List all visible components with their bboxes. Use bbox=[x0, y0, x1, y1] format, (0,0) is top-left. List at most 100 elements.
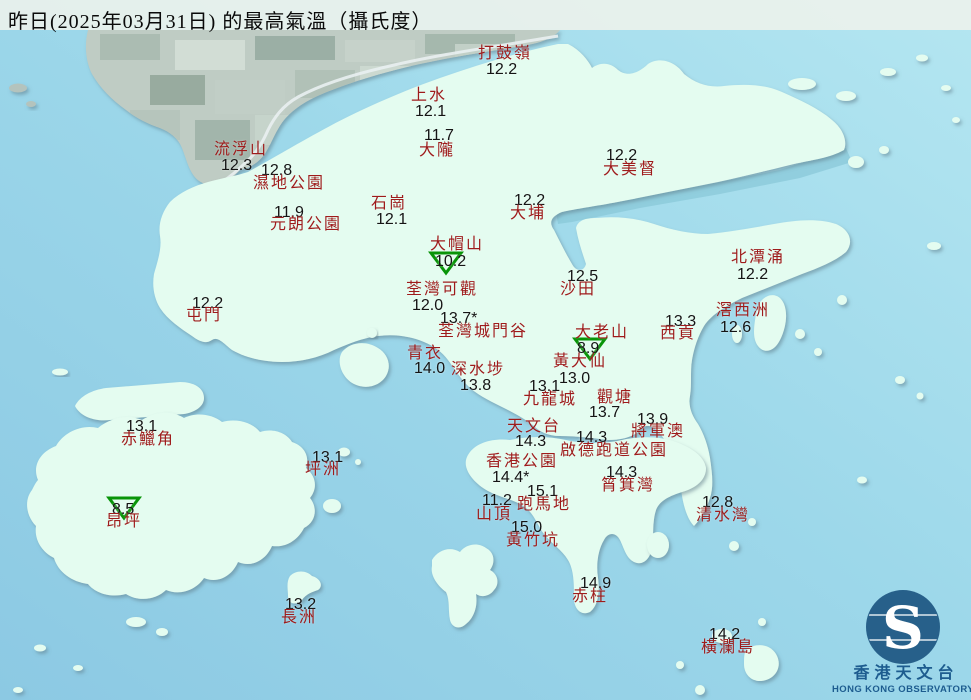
station-value: 12.8 bbox=[702, 494, 734, 511]
station-value: 15.1 bbox=[527, 483, 559, 500]
station-label: 坪洲 bbox=[305, 461, 342, 478]
station-label: 九龍城 bbox=[523, 391, 578, 408]
map-title: 昨日(2025年03月31日) 的最高氣溫（攝氏度） bbox=[8, 11, 433, 33]
station-label: 濕地公園 bbox=[253, 175, 326, 192]
lamma-island bbox=[431, 544, 498, 628]
station-label: 跑馬地 bbox=[517, 496, 572, 513]
station-label: 大老山 bbox=[575, 324, 630, 341]
station-value: 13.1 bbox=[312, 449, 344, 466]
station-value: 12.1 bbox=[376, 211, 408, 228]
hong-kong-island bbox=[465, 437, 706, 614]
airport-island bbox=[75, 382, 204, 421]
station-value: 13.1 bbox=[529, 378, 561, 395]
station-value: 12.0 bbox=[412, 297, 444, 314]
station-value: 13.0 bbox=[559, 370, 591, 387]
min-temp-triangle-marker bbox=[106, 496, 142, 521]
station-value: 12.6 bbox=[720, 319, 752, 336]
station-label: 北潭涌 bbox=[731, 249, 786, 266]
station-value: 14.4* bbox=[492, 469, 530, 486]
tsing-yi-island bbox=[339, 343, 389, 387]
station-label: 大埔 bbox=[510, 205, 547, 222]
station-label: 流浮山 bbox=[214, 141, 269, 158]
border-river bbox=[221, 34, 559, 184]
sha-chau-islet bbox=[52, 368, 68, 376]
station-label: 屯門 bbox=[186, 307, 223, 324]
station-label: 青衣 bbox=[407, 345, 444, 362]
cheung-chau-island bbox=[287, 571, 321, 604]
tolo-harbour-water bbox=[556, 148, 852, 224]
station-label: 石崗 bbox=[371, 195, 408, 212]
station-value: 12.2 bbox=[514, 192, 546, 209]
station-label: 沙田 bbox=[560, 281, 597, 298]
station-value: 13.1 bbox=[126, 418, 158, 435]
station-value: 13.8 bbox=[460, 377, 492, 394]
station-label: 清水灣 bbox=[696, 507, 751, 524]
station-value: 12.1 bbox=[415, 103, 447, 120]
hko-logo-chinese: 香港天文台 bbox=[852, 663, 958, 682]
station-label: 山頂 bbox=[476, 506, 513, 523]
station-value: 14.0 bbox=[414, 360, 446, 377]
station-value: 8.5 bbox=[112, 501, 135, 518]
station-value: 8.9 bbox=[577, 340, 600, 357]
station-label: 啟德跑道公園 bbox=[560, 442, 669, 459]
eastern-islands bbox=[647, 54, 960, 695]
station-label: 昂坪 bbox=[106, 513, 143, 530]
station-label: 深水埗 bbox=[451, 361, 506, 378]
station-value: 12.2 bbox=[192, 295, 224, 312]
station-value: 12.3 bbox=[221, 157, 253, 174]
station-label: 黃大仙 bbox=[553, 353, 608, 370]
station-label: 元朗公園 bbox=[270, 216, 343, 233]
ma-wan-island bbox=[367, 328, 377, 338]
station-value: 11.2 bbox=[482, 492, 512, 509]
new-territories-landmass bbox=[153, 44, 851, 526]
station-value: 14.3 bbox=[515, 433, 547, 450]
station-value: 12.2 bbox=[737, 266, 769, 283]
station-label: 長洲 bbox=[281, 609, 318, 626]
station-label: 西貢 bbox=[660, 325, 697, 342]
station-label: 橫瀾島 bbox=[701, 639, 756, 656]
hko-logo-s-swirl: S bbox=[882, 594, 924, 662]
station-value: 13.2 bbox=[285, 596, 317, 613]
station-value: 14.3 bbox=[576, 429, 608, 446]
deep-bay-islets bbox=[9, 83, 36, 107]
station-label: 赤柱 bbox=[572, 588, 609, 605]
station-value: 15.0 bbox=[511, 519, 543, 536]
station-value: 12.8 bbox=[261, 162, 293, 179]
central-islets bbox=[13, 447, 361, 693]
station-label: 天文台 bbox=[507, 418, 562, 435]
station-value: 10.2 bbox=[435, 253, 467, 270]
title-background bbox=[0, 0, 971, 30]
station-label: 大美督 bbox=[603, 161, 658, 178]
hko-logo: S 香港天文台 HONG KONG OBSERVATORY bbox=[832, 590, 971, 695]
station-label: 大隴 bbox=[419, 142, 456, 159]
station-value: 13.9 bbox=[637, 411, 669, 428]
min-temp-triangle-marker bbox=[572, 337, 608, 362]
station-value: 13.7* bbox=[440, 310, 478, 327]
station-label: 黃竹坑 bbox=[506, 532, 561, 549]
station-label: 打鼓嶺 bbox=[478, 45, 533, 62]
station-label: 大帽山 bbox=[430, 236, 485, 253]
station-value: 13.3 bbox=[665, 313, 697, 330]
station-value: 12.5 bbox=[567, 268, 599, 285]
station-value: 14.3 bbox=[606, 464, 638, 481]
hko-logo-english: HONG KONG OBSERVATORY bbox=[832, 684, 971, 695]
station-label: 香港公園 bbox=[486, 453, 559, 470]
station-label: 將軍澳 bbox=[631, 423, 686, 440]
station-value: 14.2 bbox=[709, 626, 741, 643]
station-label: 筲箕灣 bbox=[601, 477, 656, 494]
station-label: 上水 bbox=[411, 87, 448, 104]
hko-logo-mark bbox=[866, 590, 940, 664]
station-label: 荃灣可觀 bbox=[406, 281, 479, 298]
min-temp-triangle-marker bbox=[428, 251, 464, 276]
station-value: 11.9 bbox=[274, 204, 304, 221]
station-value: 11.7 bbox=[424, 127, 454, 144]
station-value: 13.7 bbox=[589, 404, 621, 421]
station-value: 12.2 bbox=[486, 61, 518, 78]
station-label: 觀塘 bbox=[597, 389, 634, 406]
station-value: 14.9 bbox=[580, 575, 612, 592]
station-label: 赤鱲角 bbox=[121, 431, 176, 448]
station-value: 12.2 bbox=[606, 147, 638, 164]
